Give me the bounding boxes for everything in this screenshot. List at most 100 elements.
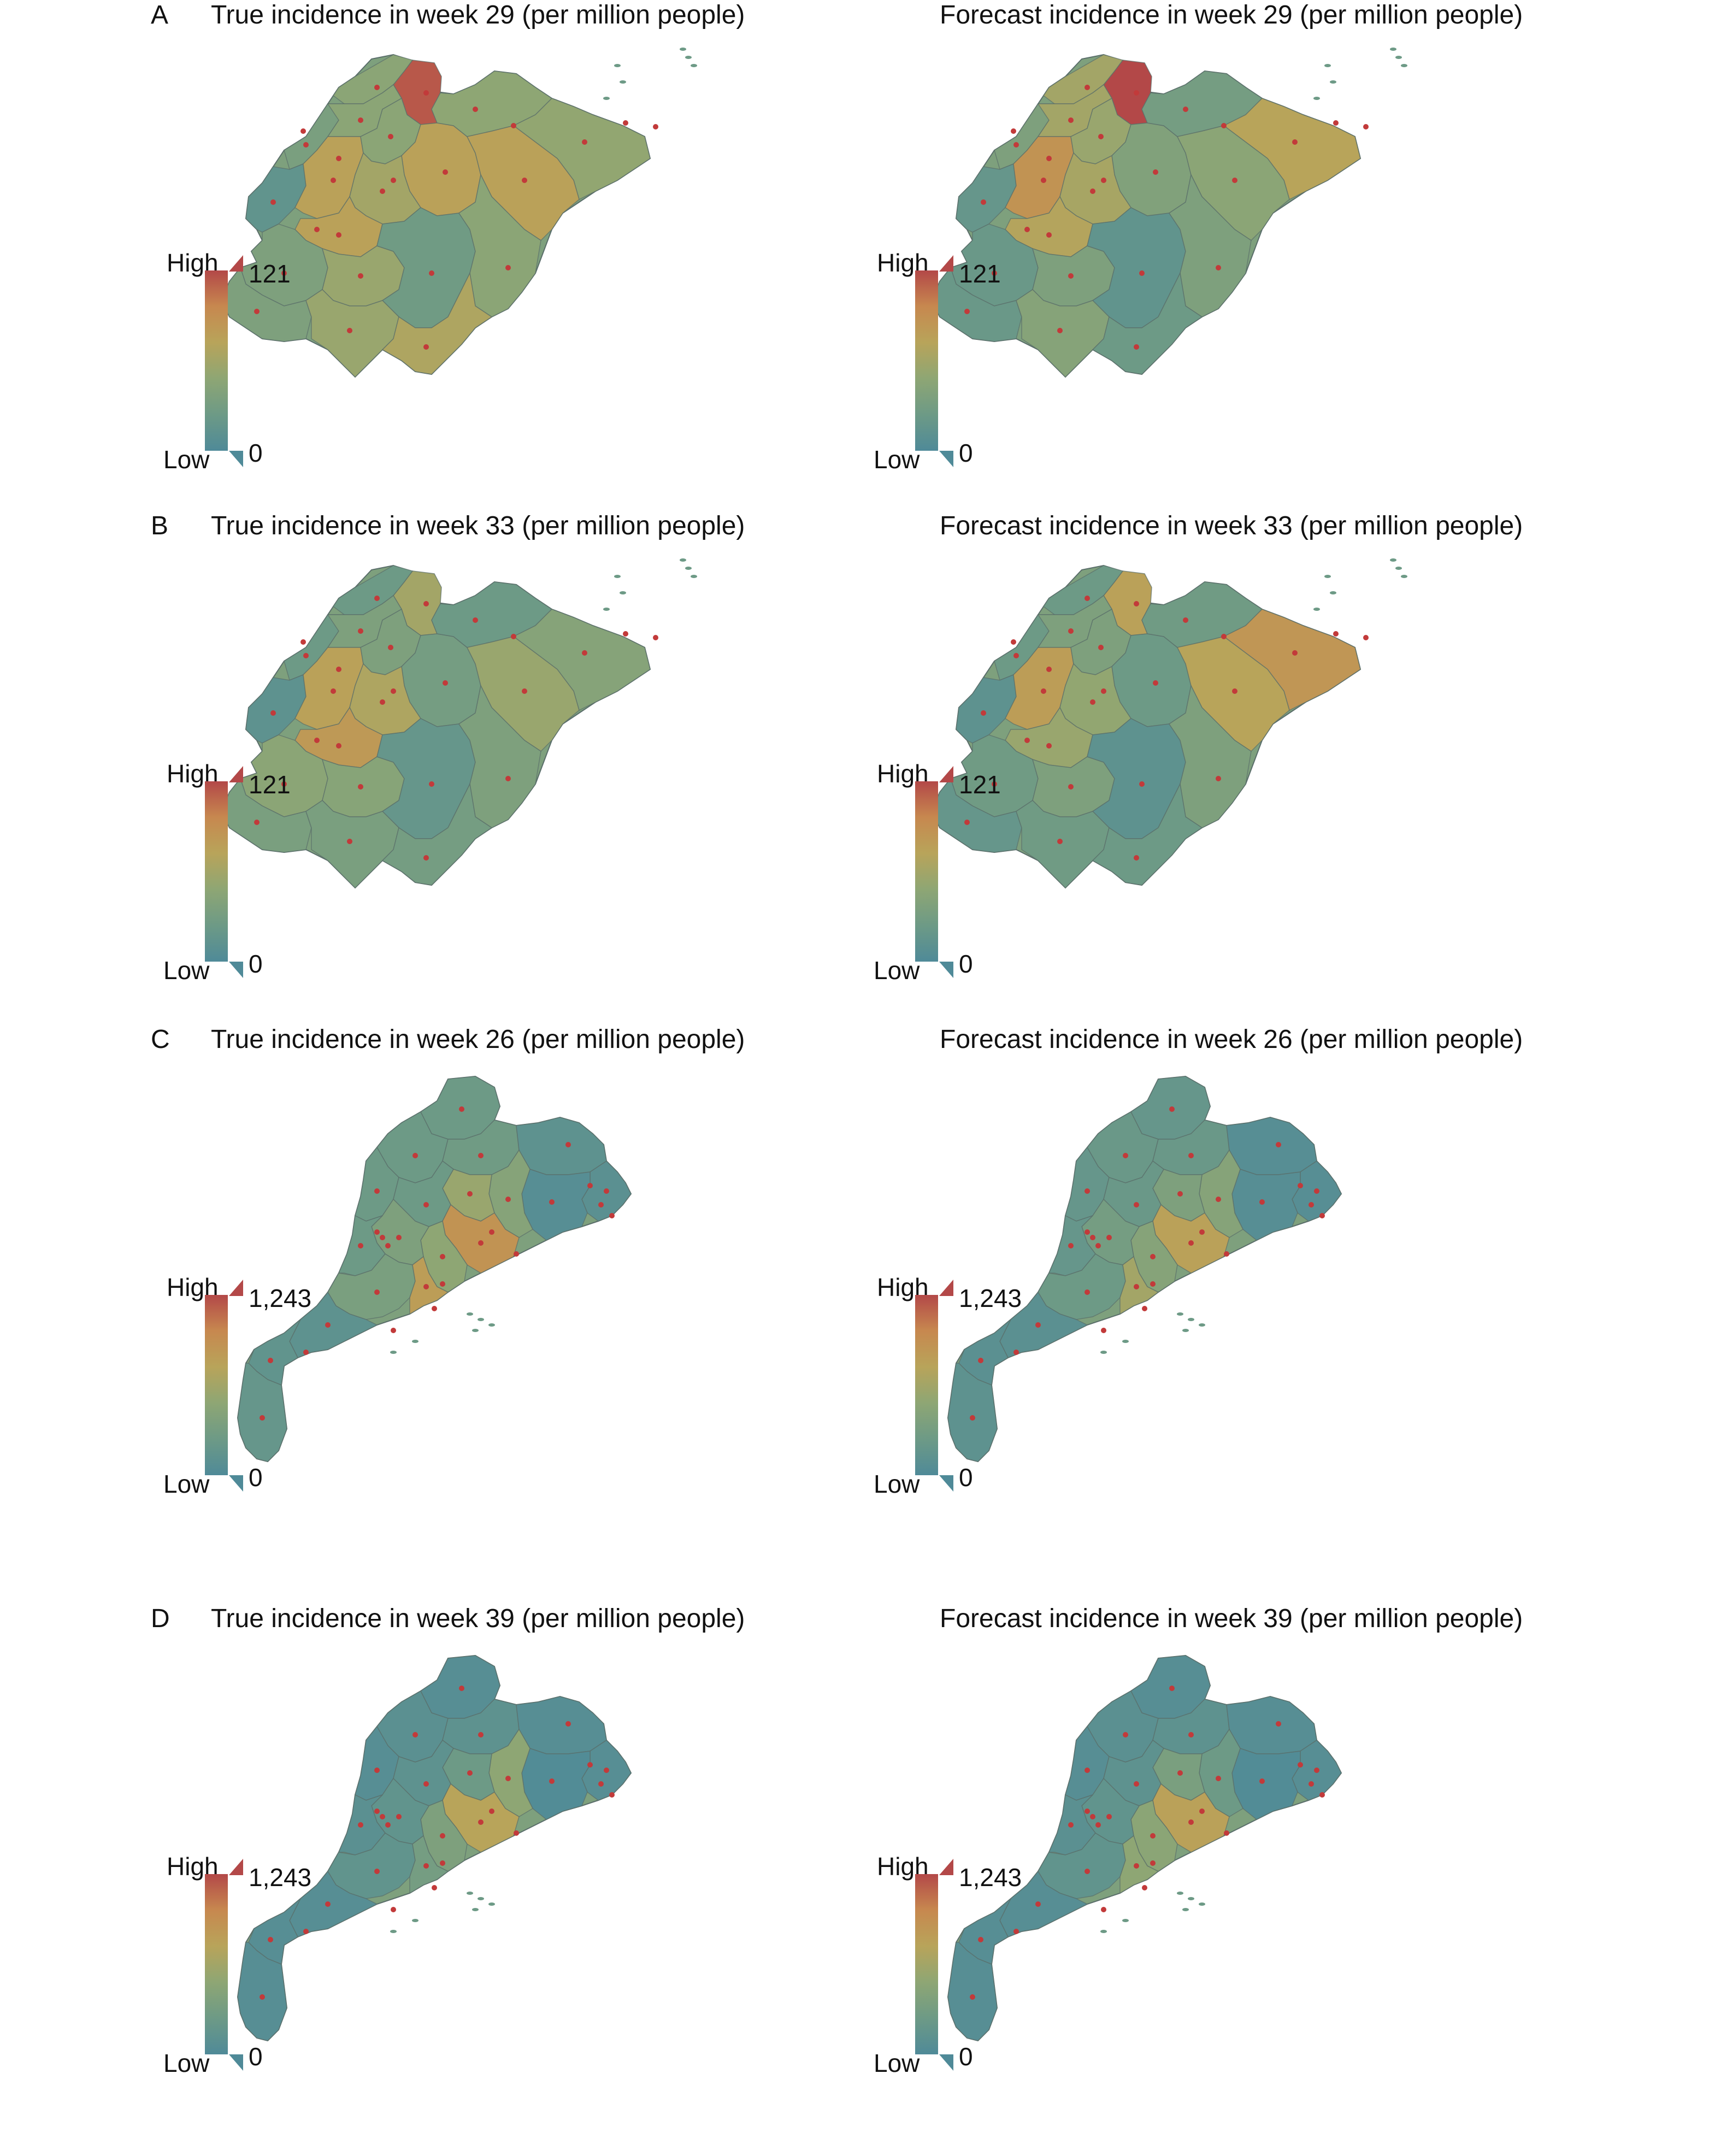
prefecture-region xyxy=(1092,272,1203,375)
city-dot xyxy=(1106,1814,1112,1819)
legend-min-triangle-icon xyxy=(939,1475,953,1492)
city-dot xyxy=(358,1822,363,1828)
city-dot xyxy=(970,1415,975,1421)
city-dot xyxy=(489,1229,494,1235)
island-shape xyxy=(680,558,686,562)
legend-min-value: 0 xyxy=(959,2042,973,2071)
prefecture-region xyxy=(1168,173,1252,317)
island-shape xyxy=(390,1930,397,1933)
prefecture-region xyxy=(237,1363,287,1462)
city-dot xyxy=(391,688,396,694)
city-dot xyxy=(623,631,628,637)
city-dot xyxy=(423,855,429,861)
city-dot xyxy=(587,1762,593,1768)
city-dot xyxy=(505,265,511,270)
city-dot xyxy=(1134,90,1139,96)
city-dot xyxy=(374,596,380,601)
island-shape xyxy=(467,1892,473,1895)
city-dot xyxy=(440,1860,445,1866)
city-dot xyxy=(1095,1243,1101,1248)
city-dot xyxy=(440,1281,445,1287)
city-dot xyxy=(478,1732,484,1737)
prefecture-region xyxy=(458,173,541,317)
shandong-map xyxy=(930,48,1407,378)
island-shape xyxy=(1401,64,1407,67)
shandong-map xyxy=(930,558,1407,889)
city-dot xyxy=(1101,178,1106,183)
map-group xyxy=(930,48,1407,378)
city-dot xyxy=(1068,1243,1074,1248)
city-dot xyxy=(1183,107,1188,112)
prefecture-region xyxy=(931,777,1022,853)
panel-forecast-c: Forecast incidence in week 26 (per milli… xyxy=(710,1024,1571,1538)
city-dot xyxy=(1319,1792,1325,1798)
city-dot xyxy=(440,1254,445,1259)
prefecture-region xyxy=(516,1696,607,1754)
city-dot xyxy=(380,188,385,194)
city-dot xyxy=(505,1197,511,1202)
row-letter: B xyxy=(151,511,169,540)
legend-max-triangle-icon xyxy=(939,1859,953,1875)
city-dot xyxy=(1041,688,1046,694)
city-dot xyxy=(423,1284,429,1289)
legend-min-value: 0 xyxy=(249,950,263,978)
city-dot xyxy=(423,1863,429,1869)
city-dot xyxy=(549,1778,555,1784)
legend-max-triangle-icon xyxy=(939,255,953,272)
city-dot xyxy=(964,820,970,825)
legend-max-triangle-icon xyxy=(229,766,243,782)
prefecture-region xyxy=(516,1117,607,1175)
city-dot xyxy=(1319,1213,1325,1218)
city-dot xyxy=(1013,142,1019,148)
map-group xyxy=(220,48,697,378)
city-dot xyxy=(1216,1197,1221,1202)
island-shape xyxy=(1100,1351,1107,1354)
city-dot xyxy=(380,1814,385,1819)
prefecture-region xyxy=(221,777,312,853)
island-shape xyxy=(1100,1930,1107,1933)
city-dot xyxy=(565,1142,571,1147)
city-dot xyxy=(423,1202,429,1207)
city-dot xyxy=(1106,1235,1112,1240)
city-dot xyxy=(1188,1732,1194,1737)
row-b: B True incidence in week 33 (per million… xyxy=(0,511,1721,1024)
legend-max-value: 121 xyxy=(249,260,291,288)
city-dot xyxy=(1150,1833,1156,1839)
island-shape xyxy=(478,1897,484,1900)
city-dot xyxy=(1085,596,1090,601)
island-shape xyxy=(1390,558,1396,562)
island-shape xyxy=(691,64,697,67)
shandong-map xyxy=(220,48,697,378)
city-dot xyxy=(358,628,363,634)
city-dot xyxy=(1011,639,1016,645)
panel-true-a: True incidence in week 29 (per million p… xyxy=(0,0,860,514)
city-dot xyxy=(1090,1235,1095,1240)
panel-title: Forecast incidence in week 33 (per milli… xyxy=(940,511,1523,540)
color-legend: High 121 Low 0 xyxy=(163,249,331,478)
city-dot xyxy=(604,1768,609,1773)
city-dot xyxy=(1013,1929,1019,1934)
city-dot xyxy=(1216,776,1221,781)
map-group xyxy=(237,1075,632,1463)
city-dot xyxy=(505,1776,511,1781)
city-dot xyxy=(1298,1183,1303,1188)
map-group xyxy=(237,1654,632,2042)
city-dot xyxy=(374,1229,380,1235)
map-group xyxy=(947,1654,1342,2042)
city-dot xyxy=(1139,781,1145,787)
island-shape xyxy=(1313,97,1320,100)
city-dot xyxy=(1188,1240,1194,1246)
panel-forecast-d: Forecast incidence in week 39 (per milli… xyxy=(710,1604,1571,2117)
legend-gradient xyxy=(915,781,938,962)
prefecture-region xyxy=(999,1870,1088,1937)
legend-low-label: Low xyxy=(163,2049,210,2077)
city-dot xyxy=(331,688,336,694)
island-shape xyxy=(1199,1323,1205,1327)
city-dot xyxy=(1259,1199,1265,1205)
city-dot xyxy=(388,645,393,650)
city-dot xyxy=(423,90,429,96)
legend-gradient xyxy=(915,1295,938,1475)
city-dot xyxy=(385,1822,391,1828)
panel-title: Forecast incidence in week 29 (per milli… xyxy=(940,1,1523,30)
island-shape xyxy=(620,80,626,84)
